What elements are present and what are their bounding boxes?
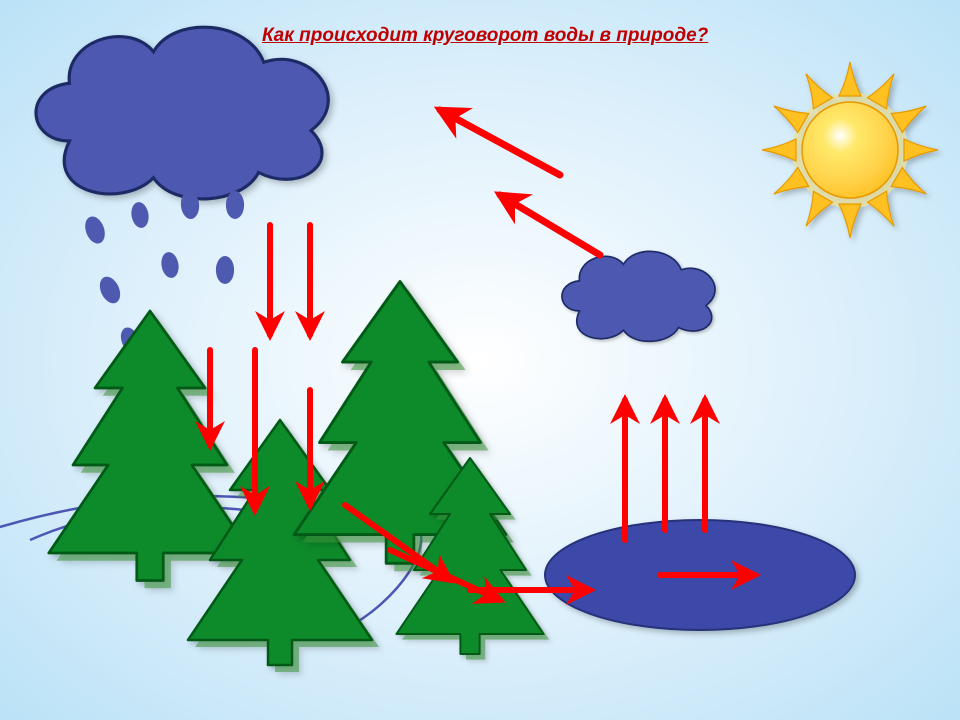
- raindrop: [226, 191, 244, 219]
- diagram-stage: Как происходит круговорот воды в природе…: [0, 0, 960, 720]
- raindrop: [216, 256, 234, 284]
- scene-svg: [0, 0, 960, 720]
- diagram-title: Как происходит круговорот воды в природе…: [262, 25, 708, 47]
